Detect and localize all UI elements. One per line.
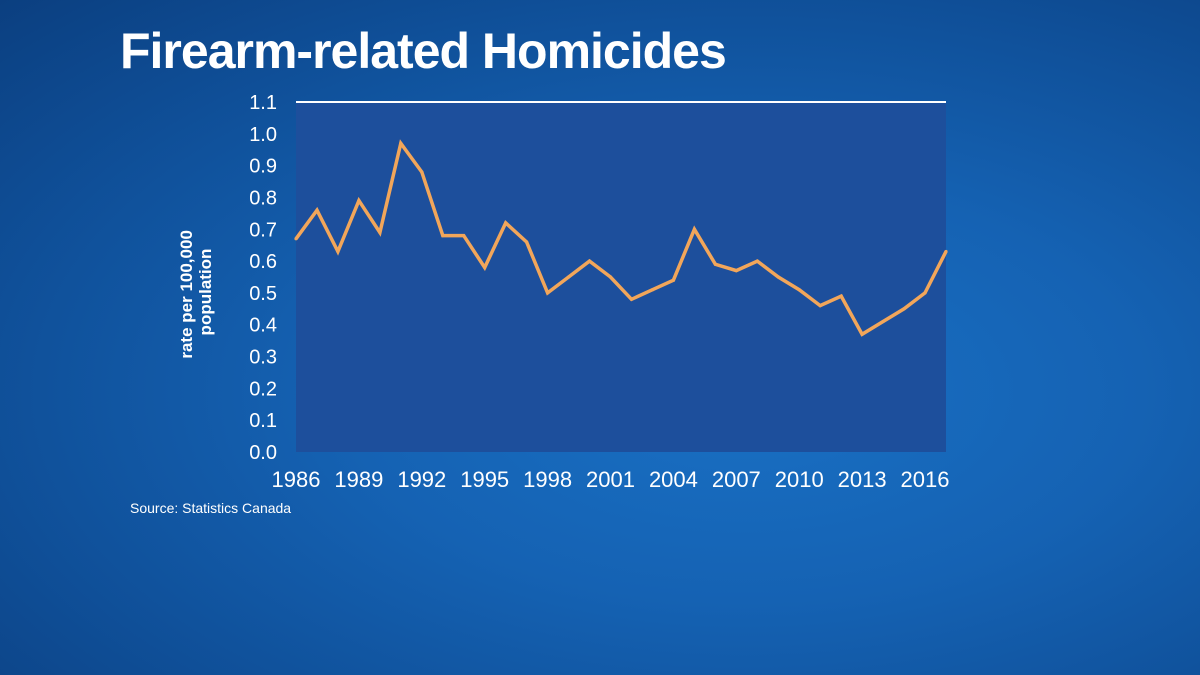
series-group [294, 139, 948, 337]
data-point [734, 269, 738, 273]
data-point [525, 240, 529, 244]
y-tick-label: 0.0 [249, 442, 277, 464]
y-tick-label: 0.6 [249, 251, 277, 273]
y-axis-label-line-2: population [196, 249, 215, 336]
data-point [944, 249, 948, 254]
source-note: Source: Statistics Canada [130, 500, 292, 516]
data-point [797, 288, 801, 292]
x-tick-label: 2001 [586, 467, 635, 492]
data-point [692, 227, 697, 231]
data-point [546, 291, 550, 295]
x-tick-label: 1992 [397, 467, 446, 492]
y-tick-label: 0.9 [249, 156, 277, 178]
data-point [671, 278, 676, 282]
y-tick-label: 1.1 [249, 92, 277, 114]
x-tick-label: 2004 [649, 467, 698, 492]
data-point [902, 307, 906, 311]
data-point [818, 304, 822, 308]
y-tick-label: 0.4 [249, 315, 277, 337]
data-point [860, 332, 864, 336]
x-tick-label: 1989 [334, 467, 383, 492]
data-point [315, 208, 319, 212]
x-axis-ticks: 1986 1989 1992 1995 1998 2001 2004 2007 2010 2013… [272, 467, 950, 492]
data-point [587, 259, 592, 263]
data-point [357, 199, 361, 203]
y-axis-ticks: 0.0 0.1 0.2 0.3 0.4 0.5 0.6 0.7 0.8 0.9 1.0 1.1 [249, 92, 277, 464]
x-tick-label: 1995 [460, 467, 509, 492]
data-point [504, 221, 508, 225]
y-tick-label: 0.5 [249, 283, 277, 305]
y-axis-label-line-1: rate per 100,000 [177, 230, 196, 359]
y-tick-label: 0.7 [249, 219, 277, 241]
data-point [441, 234, 445, 238]
data-point [776, 275, 780, 279]
y-tick-label: 1.0 [249, 124, 277, 146]
y-tick-label: 0.3 [249, 347, 277, 369]
chart-title: Firearm-related Homicides [120, 23, 727, 79]
data-point [608, 275, 613, 279]
series-line [294, 139, 948, 337]
x-tick-label: 2013 [838, 467, 887, 492]
data-point [881, 319, 885, 324]
data-point [923, 291, 927, 295]
data-point [294, 237, 298, 241]
x-tick-label: 2016 [901, 467, 950, 492]
data-point [420, 170, 424, 174]
x-tick-label: 2010 [775, 467, 824, 492]
y-tick-label: 0.1 [249, 410, 277, 432]
data-point [567, 275, 571, 279]
data-point [755, 259, 759, 263]
y-tick-label: 0.2 [249, 378, 277, 400]
data-point [336, 249, 340, 254]
data-point [713, 262, 718, 266]
data-point [839, 294, 843, 298]
data-point [378, 230, 382, 235]
x-tick-label: 2007 [712, 467, 761, 492]
x-tick-label: 1986 [272, 467, 321, 492]
plot-area [296, 102, 946, 452]
data-point [462, 234, 466, 238]
y-axis-label: rate per 100,000 population [177, 225, 215, 358]
data-point [483, 265, 487, 270]
data-point [399, 141, 403, 145]
data-point [629, 297, 634, 301]
y-tick-label: 0.8 [249, 187, 277, 209]
data-point [650, 288, 655, 292]
x-tick-label: 1998 [523, 467, 572, 492]
